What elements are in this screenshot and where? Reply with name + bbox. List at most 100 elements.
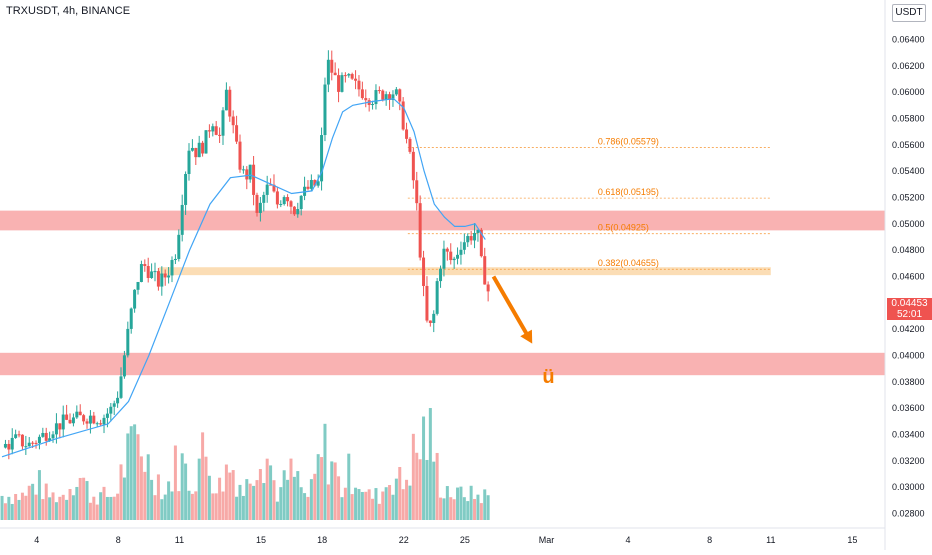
- volume-bar: [296, 471, 300, 520]
- volume-bar: [289, 458, 293, 520]
- time-tick-label: 25: [460, 535, 470, 545]
- time-tick-label: Mar: [539, 535, 555, 545]
- volume-bar: [248, 483, 252, 520]
- volume-bar: [167, 481, 171, 520]
- volume-bar: [330, 461, 334, 520]
- volume-bar: [269, 465, 273, 520]
- candle-body: [320, 135, 324, 182]
- candle-body: [405, 129, 409, 139]
- volume-bar: [384, 487, 388, 520]
- volume-bar: [255, 480, 259, 520]
- candle-body: [299, 195, 303, 210]
- time-tick-label: 8: [116, 535, 121, 545]
- candle-body: [456, 254, 460, 259]
- candle-body: [483, 256, 487, 285]
- candle-body: [88, 415, 92, 424]
- volume-bar: [391, 494, 395, 520]
- volume-bar: [445, 486, 449, 520]
- candle-body: [235, 125, 239, 142]
- candle-body: [459, 249, 463, 255]
- candle-body: [85, 421, 89, 424]
- candle-body: [95, 423, 99, 425]
- price-tick-label: 0.03800: [892, 377, 925, 387]
- volume-bar: [95, 504, 99, 520]
- fib-label: 0.382(0.04655): [598, 258, 659, 268]
- volume-bar: [442, 498, 446, 520]
- volume-bar: [3, 503, 7, 520]
- volume-bar: [265, 458, 269, 520]
- volume-bar: [486, 495, 490, 520]
- volume-bar: [201, 432, 205, 520]
- candle-body: [218, 134, 222, 136]
- volume-bar: [41, 499, 45, 520]
- volume-bar: [109, 496, 113, 520]
- candle-body: [20, 434, 24, 447]
- down-arrow-shaft: [491, 275, 529, 336]
- volume-bar: [483, 489, 487, 520]
- time-tick-label: 4: [34, 535, 39, 545]
- volume-bar: [136, 434, 140, 520]
- volume-bar: [473, 498, 477, 520]
- fib-label: 0.618(0.05195): [598, 187, 659, 197]
- volume-bar: [88, 502, 92, 520]
- volume-bar: [34, 494, 38, 520]
- volume-bar: [197, 458, 201, 520]
- candle-body: [211, 126, 215, 132]
- candle-body: [296, 209, 300, 215]
- fib-label: 0.5(0.04925): [598, 223, 649, 233]
- volume-bar: [282, 470, 286, 520]
- price-tick-label: 0.06400: [892, 34, 925, 44]
- candle-body: [150, 271, 154, 278]
- volume-bar: [350, 494, 354, 520]
- candle-body: [350, 74, 354, 79]
- candle-body: [258, 202, 262, 213]
- candle-body: [466, 236, 470, 243]
- volume-bar: [272, 480, 276, 520]
- price-tick-label: 0.02800: [892, 508, 925, 518]
- candle-body: [3, 443, 7, 448]
- time-tick-label: 8: [707, 535, 712, 545]
- candle-body: [476, 229, 480, 233]
- volume-bar: [425, 459, 429, 520]
- price-tick-label: 0.03600: [892, 403, 925, 413]
- volume-bar: [428, 408, 432, 520]
- currency-button[interactable]: USDT: [892, 4, 926, 22]
- candle-body: [207, 130, 211, 132]
- candle-body: [65, 414, 69, 420]
- volume-bar: [160, 499, 164, 520]
- volume-bar: [58, 496, 62, 520]
- volume-bar: [133, 424, 137, 520]
- volume-bar: [129, 426, 133, 520]
- volume-bar: [398, 467, 402, 520]
- volume-bar: [102, 486, 106, 520]
- candle-body: [109, 406, 113, 414]
- candle-body: [272, 184, 276, 192]
- candle-body: [408, 138, 412, 152]
- moving-average-line: [1, 98, 486, 458]
- candle-body: [27, 442, 31, 447]
- candle-body: [428, 320, 432, 323]
- volume-bar: [204, 456, 208, 520]
- volume-bar: [306, 496, 310, 520]
- candle-body: [442, 248, 446, 269]
- candle-body: [190, 147, 194, 151]
- volume-bar: [211, 493, 215, 520]
- volume-bar: [292, 476, 296, 520]
- down-arrow-head: [520, 329, 533, 344]
- candle-body: [116, 397, 120, 404]
- volume-bar: [190, 493, 194, 520]
- price-tick-label: 0.04800: [892, 245, 925, 255]
- candle-body: [381, 90, 385, 100]
- volume-bar: [14, 494, 18, 520]
- volume-bar: [214, 493, 218, 520]
- volume-bar: [238, 484, 242, 520]
- volume-bar: [326, 484, 330, 520]
- candle-body: [54, 423, 58, 435]
- candle-body: [269, 184, 273, 186]
- candle-body: [286, 197, 290, 202]
- volume-bar: [177, 491, 181, 520]
- candle-body: [384, 94, 388, 100]
- volume-bar: [163, 494, 167, 520]
